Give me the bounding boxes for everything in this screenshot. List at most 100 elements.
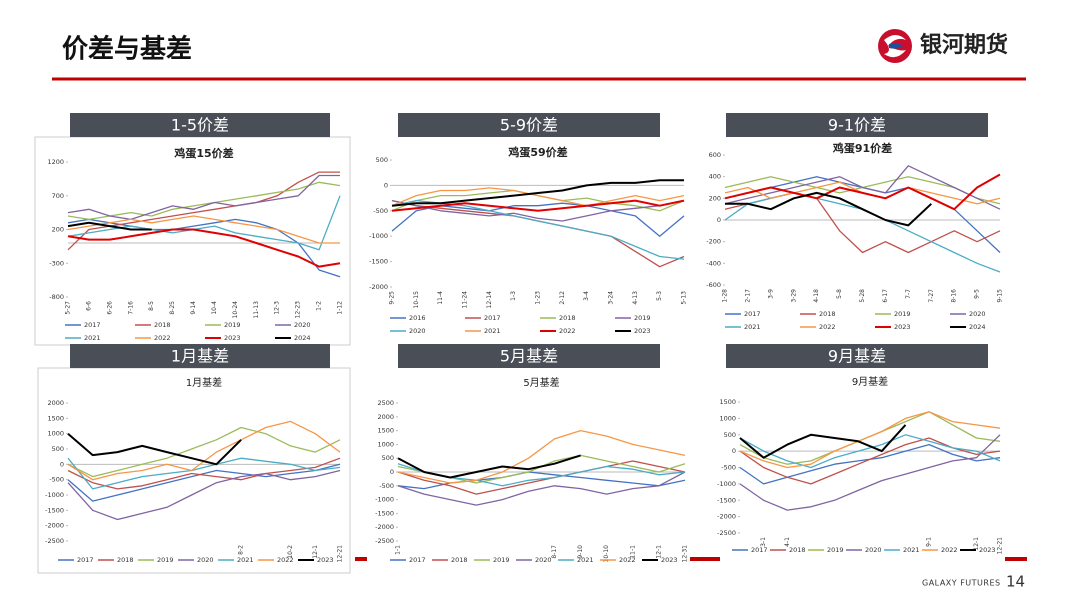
- series-line: [391, 199, 685, 222]
- legend-label: 2019: [827, 546, 844, 554]
- legend-label: 2021: [744, 323, 761, 331]
- legend-label: 2022: [941, 546, 958, 554]
- series-line: [739, 434, 1001, 469]
- legend-label: 2020: [969, 310, 986, 318]
- legend-label: 2022: [277, 556, 294, 564]
- legend-label: 2024: [969, 323, 986, 331]
- section-label: 9月基差: [828, 347, 886, 366]
- logo: [878, 29, 912, 63]
- legend-label: 2019: [894, 310, 911, 318]
- x-tick-label: 11-1: [629, 545, 636, 559]
- series-line: [725, 191, 932, 227]
- x-tick-label: 6-17: [882, 289, 889, 303]
- page-number: 14: [1006, 573, 1025, 591]
- accent: [355, 557, 367, 561]
- x-tick-label: 12-1: [312, 545, 319, 559]
- legend-label: 2022: [819, 323, 836, 331]
- chart-title: 5月基差: [523, 376, 559, 389]
- y-tick-label: 2000: [377, 413, 394, 421]
- legend-label: 2019: [493, 556, 510, 564]
- legend-label: 2023: [979, 546, 996, 554]
- x-tick-label: 5-28: [859, 289, 866, 303]
- y-tick-label: -1500: [45, 506, 64, 514]
- x-tick-label: 1-2: [316, 301, 323, 311]
- y-tick-label: 200: [709, 194, 721, 202]
- legend-label: 2022: [619, 556, 636, 564]
- series-line: [739, 424, 907, 459]
- series-line: [724, 192, 1001, 254]
- y-tick-label: 500: [52, 445, 64, 453]
- x-tick-label: 12-31: [682, 545, 689, 563]
- section-label: 5-9价差: [500, 116, 558, 135]
- x-tick-label: 1-28: [722, 289, 729, 303]
- y-tick-label: 2000: [47, 399, 64, 407]
- y-tick-label: 1500: [377, 427, 394, 435]
- x-tick-label: 4-18: [813, 289, 820, 303]
- y-tick-label: 1500: [719, 398, 736, 406]
- legend-label: 2022: [559, 327, 576, 335]
- y-tick-label: -2000: [45, 522, 64, 530]
- legend-label: 2017: [84, 321, 101, 329]
- x-tick-label: 10-24: [232, 301, 239, 319]
- section-label: 5月基差: [500, 347, 558, 366]
- series-line: [739, 437, 1001, 485]
- x-tick-label: 5-27: [65, 301, 72, 315]
- logo-swoosh-blue: [889, 43, 903, 49]
- legend-label: 2018: [559, 314, 576, 322]
- y-tick-label: -2000: [375, 523, 394, 531]
- section-bar: [726, 344, 988, 368]
- y-tick-label: -2500: [717, 529, 736, 537]
- series-line: [67, 171, 340, 251]
- legend-label: 2023: [634, 327, 651, 335]
- y-tick-label: -500: [721, 464, 736, 472]
- y-tick-label: 500: [724, 431, 736, 439]
- legend-label: 2021: [237, 556, 254, 564]
- y-tick-label: -2000: [717, 513, 736, 521]
- y-tick-label: -400: [706, 259, 721, 267]
- legend-label: 2023: [224, 334, 241, 342]
- x-tick-label: 9-10: [577, 545, 584, 559]
- legend-label: 2018: [789, 546, 806, 554]
- x-tick-label: 11-24: [462, 291, 469, 309]
- x-tick-label: 4-1: [784, 537, 791, 547]
- legend-label: 2019: [634, 314, 651, 322]
- y-tick-label: -1000: [717, 480, 736, 488]
- legend-label: 2017: [409, 556, 426, 564]
- legend-label: 2021: [84, 334, 101, 342]
- y-tick-label: 0: [717, 216, 721, 224]
- series-line: [397, 429, 686, 484]
- y-tick-label: 1000: [377, 440, 394, 448]
- x-tick-label: 8-16: [951, 289, 958, 303]
- series-line: [391, 187, 685, 207]
- x-tick-label: 9-5: [974, 289, 981, 299]
- x-tick-label: 1-1: [395, 545, 402, 555]
- x-tick-label: 5-13: [681, 291, 688, 305]
- x-tick-label: 3-9: [767, 289, 774, 299]
- section-bar: [398, 113, 660, 137]
- x-tick-label: 12-1: [973, 537, 980, 551]
- y-tick-label: 2500: [377, 399, 394, 407]
- y-tick-label: -300: [49, 259, 64, 267]
- series-line: [67, 215, 340, 244]
- x-tick-label: 5-3: [656, 291, 663, 301]
- legend-label: 2018: [451, 556, 468, 564]
- x-tick-label: 9-25: [389, 291, 396, 305]
- series-line: [67, 463, 341, 502]
- y-tick-label: 0: [732, 447, 736, 455]
- x-tick-label: 9-1: [926, 537, 933, 547]
- section-label: 9-1价差: [828, 116, 886, 135]
- series-line: [739, 411, 1001, 469]
- x-tick-label: 4-13: [632, 291, 639, 305]
- x-tick-label: 9-14: [190, 301, 197, 315]
- x-tick-label: 3-1: [760, 537, 767, 547]
- series-line: [67, 457, 341, 490]
- y-tick-label: -2500: [45, 537, 64, 545]
- legend-label: 2020: [535, 556, 552, 564]
- series-line: [397, 454, 581, 479]
- legend-label: 2020: [294, 321, 311, 329]
- x-tick-label: 2-17: [744, 289, 751, 303]
- chart-title: 鸡蛋15价差: [173, 146, 233, 160]
- x-tick-label: 12-21: [337, 545, 344, 563]
- x-tick-label: 12-1: [655, 545, 662, 559]
- legend-label: 2022: [154, 334, 171, 342]
